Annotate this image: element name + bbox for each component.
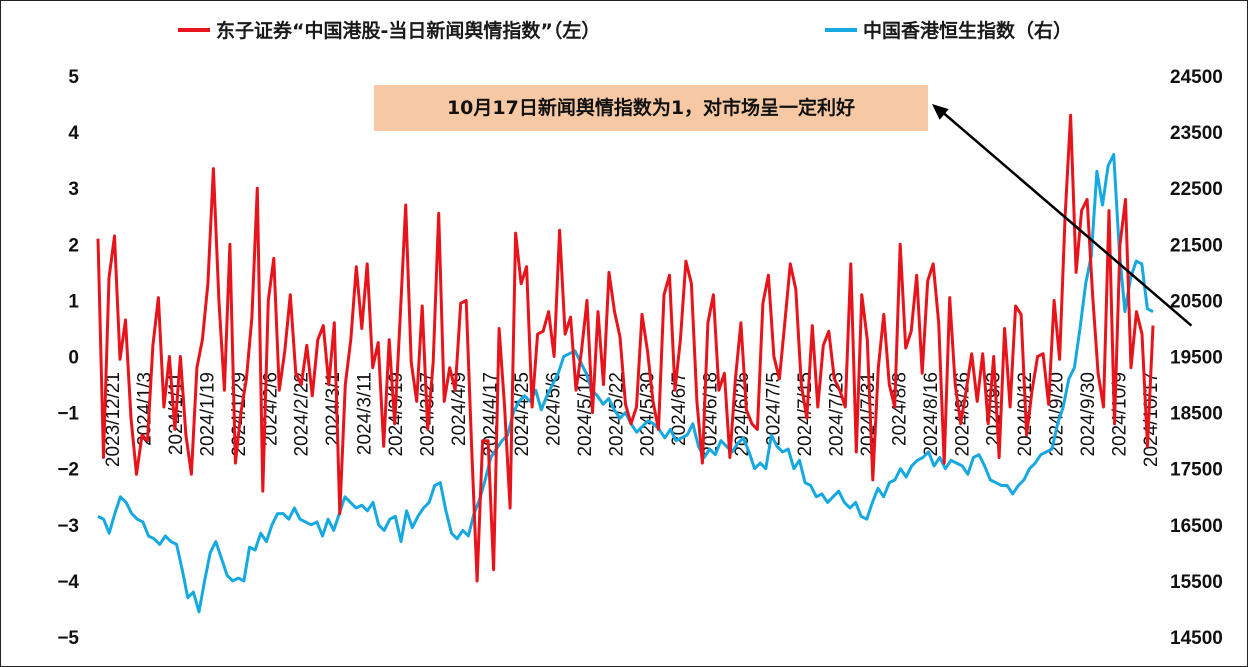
y-left-tick-label: 1 [68,291,79,312]
x-tick-label: 2024/3/1 [323,372,344,446]
y-axis-right: 24500 23500 22500 21500 20500 19500 18500 17500… [1170,67,1223,649]
y-left-tick-label: 3 [68,179,79,200]
legend: 东子证券“中国港股-当日新闻舆情指数”（左） 中国香港恒生指数（右） [178,19,1072,42]
x-tick-label: 2024/7/5 [764,372,785,446]
y-left-tick-label: −3 [57,516,79,537]
annotation-arrow [939,109,1193,327]
x-tick-label: 2024/8/16 [921,372,942,457]
legend-label-hsi: 中国香港恒生指数（右） [863,19,1072,42]
x-tick-label: 2024/6/26 [732,372,753,457]
x-tick-label: 2024/3/11 [355,372,376,455]
x-tick-label: 2024/2/22 [292,372,313,457]
y-right-tick-label: 22500 [1170,179,1223,200]
y-right-tick-label: 17500 [1170,460,1223,481]
y-right-tick-label: 20500 [1170,291,1223,312]
series-line-sentiment [96,113,1155,583]
x-tick-label: 2024/1/19 [197,372,218,457]
x-tick-label: 2024/9/20 [1047,372,1068,457]
x-tick-label: 2023/12/21 [103,372,124,467]
y-left-tick-label: 2 [68,235,79,256]
y-right-tick-label: 16500 [1170,516,1223,537]
y-right-tick-label: 19500 [1170,348,1223,369]
y-right-tick-label: 15500 [1170,572,1223,593]
y-right-tick-label: 24500 [1170,67,1223,88]
y-left-tick-label: 4 [68,123,79,144]
y-left-tick-label: 0 [68,348,79,369]
y-right-tick-label: 14500 [1170,628,1223,649]
x-tick-label: 2024/9/30 [1078,372,1099,457]
y-left-tick-label: −1 [57,404,79,425]
y-right-tick-label: 18500 [1170,404,1223,425]
y-right-tick-label: 21500 [1170,235,1223,256]
y-right-tick-label: 23500 [1170,123,1223,144]
y-axis-left: 5 4 3 2 1 0 −1 −2 −3 −4 −5 [57,67,79,649]
annotation-text: 10月17日新闻舆情指数为1，对市场呈一定利好 [447,96,855,119]
x-tick-label: 2024/8/8 [889,372,910,446]
legend-label-sentiment: 东子证券“中国港股-当日新闻舆情指数”（左） [216,19,600,42]
annotation-box [374,85,928,131]
x-tick-label: 2024/1/3 [134,372,155,446]
y-left-tick-label: 5 [68,67,79,88]
series-line-hsi [97,153,1154,614]
y-left-tick-label: −2 [57,460,79,481]
y-left-tick-label: −4 [57,572,79,593]
y-left-tick-label: −5 [57,628,79,649]
annotation-arrowhead [932,104,949,120]
annotation: 10月17日新闻舆情指数为1，对市场呈一定利好 [374,85,1193,327]
x-tick-label: 2024/4/25 [512,372,533,457]
series-layer [96,113,1155,614]
